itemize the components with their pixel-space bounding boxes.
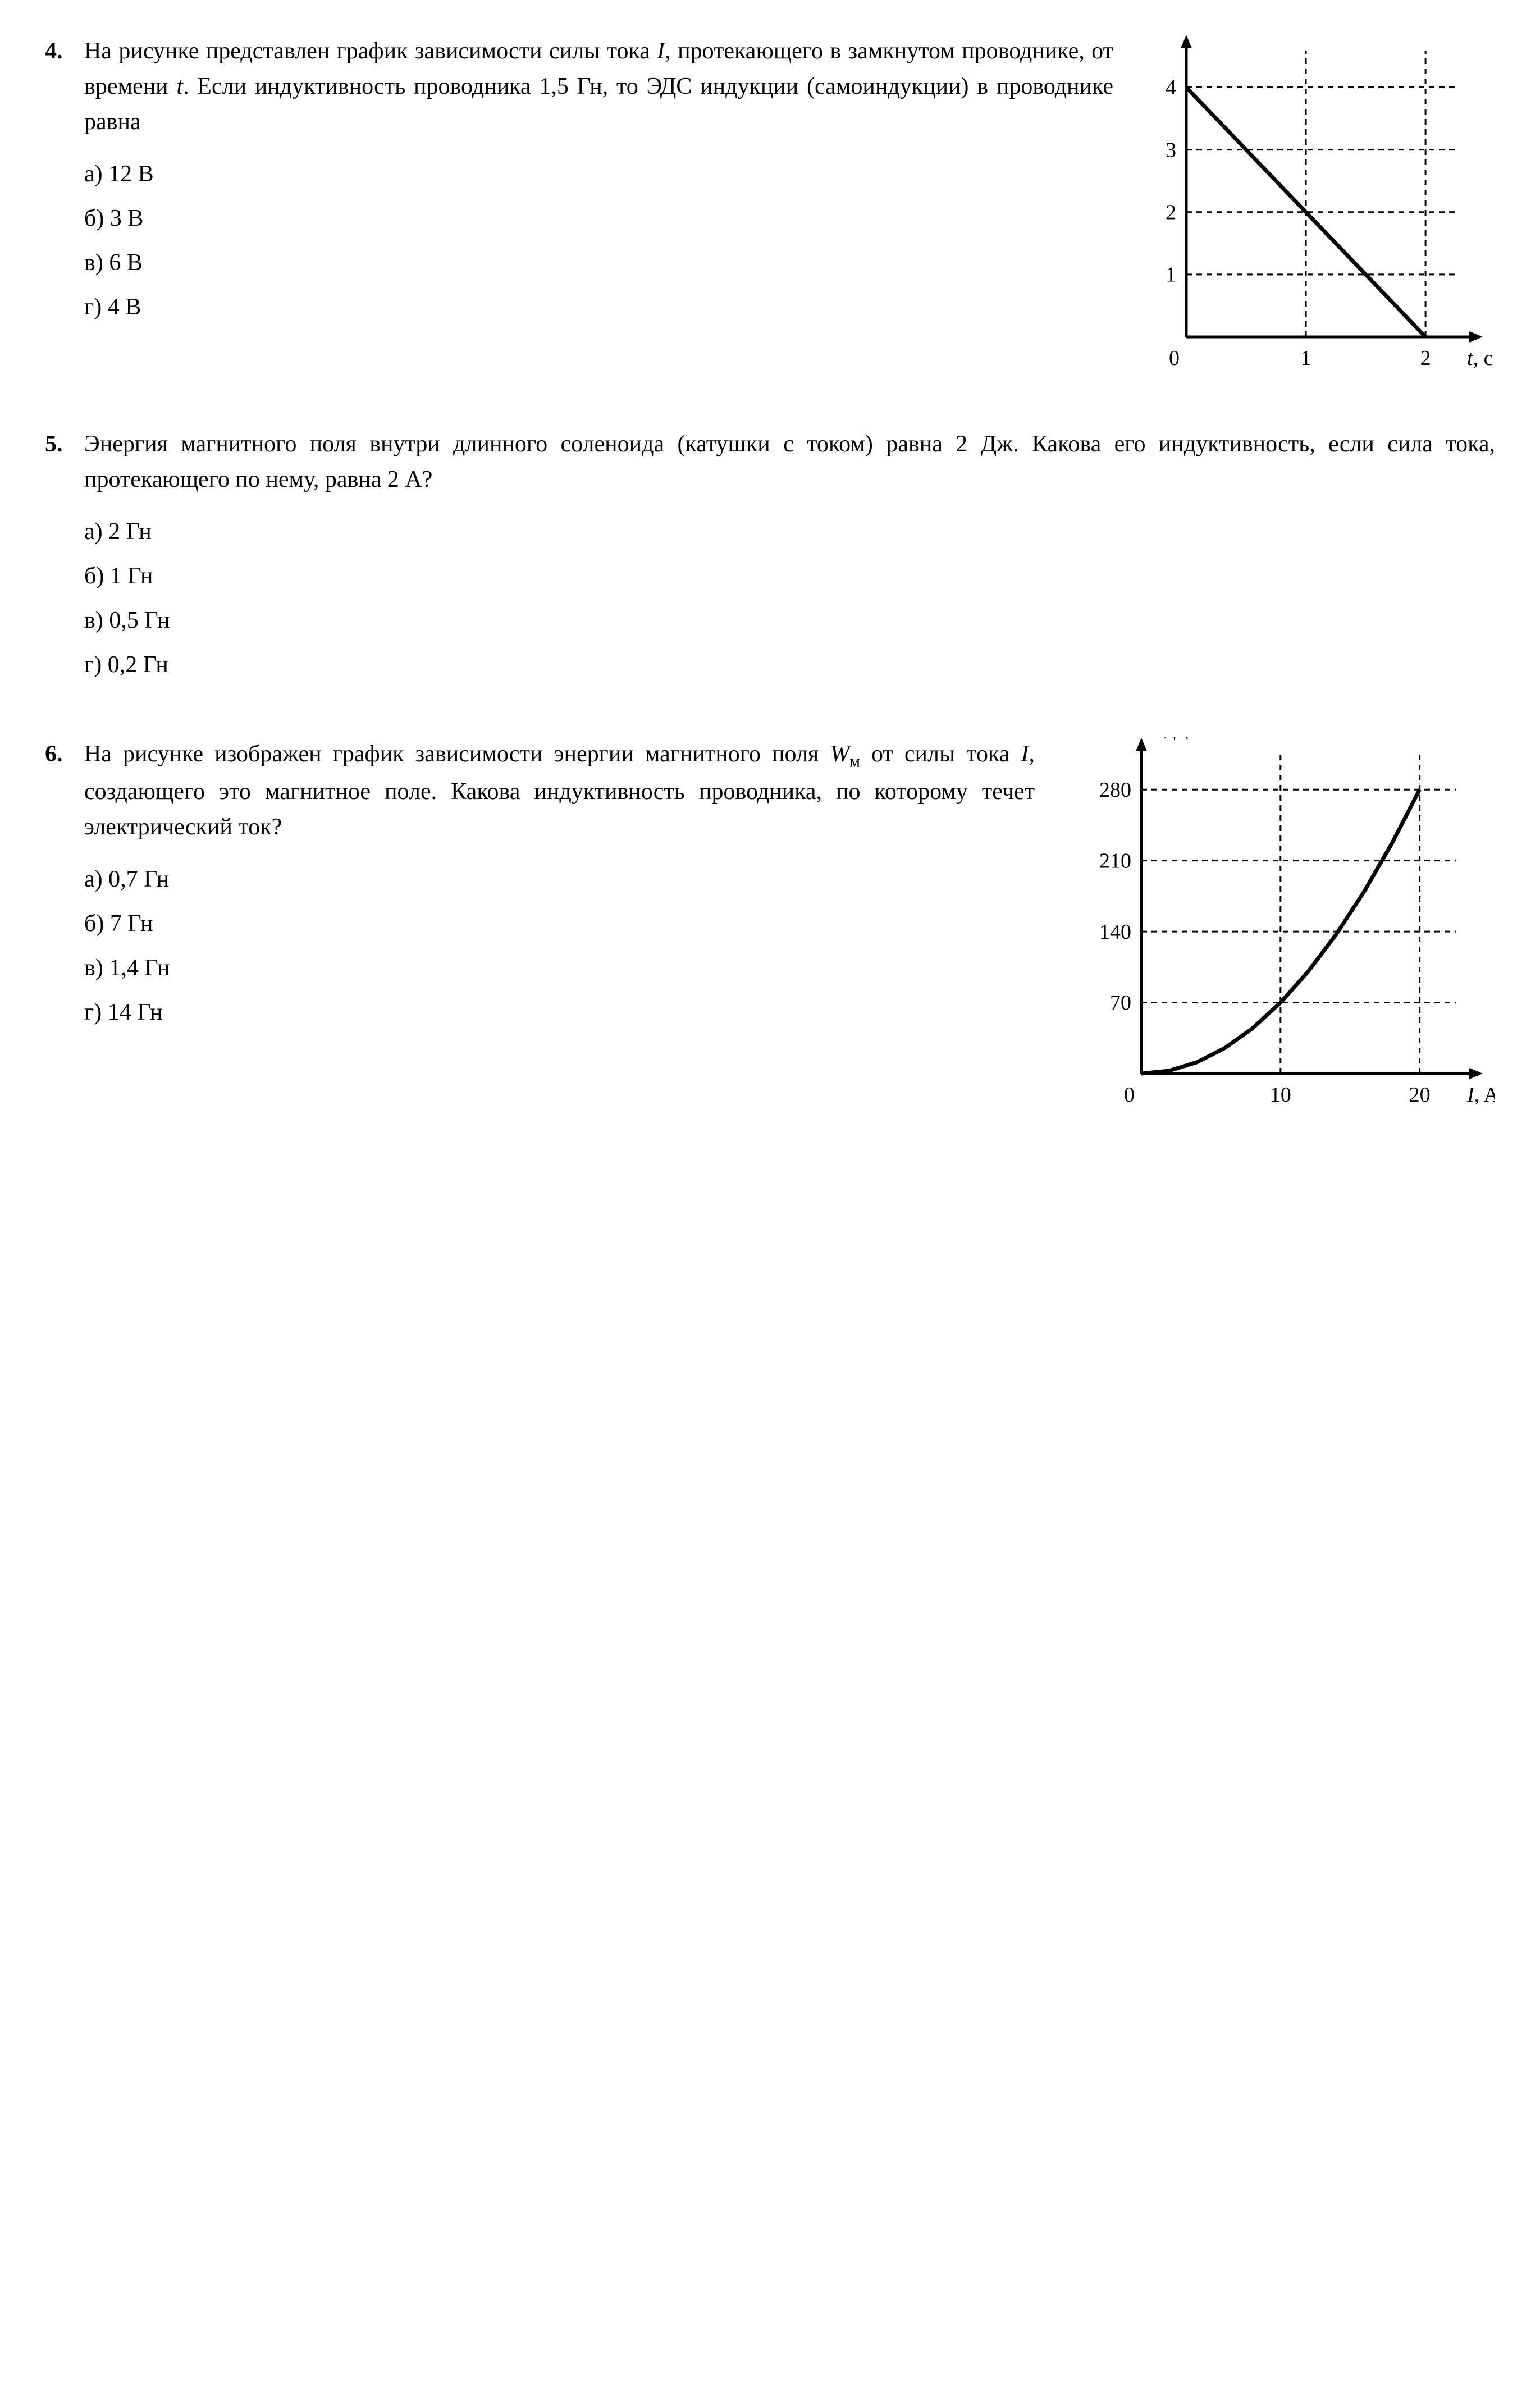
options-list: а) 2 Гн б) 1 Гн в) 0,5 Гн г) 0,2 Гн xyxy=(84,514,1495,683)
svg-text:Wм, Дж: Wм, Дж xyxy=(1136,737,1203,741)
option-a: а) 2 Гн xyxy=(84,514,1495,550)
option-b: б) 7 Гн xyxy=(84,906,1035,942)
svg-text:10: 10 xyxy=(1270,1083,1291,1107)
chart-6: 0 10 20 70 140 210 280 Wм, Дж I, A xyxy=(1057,737,1495,1118)
option-a: а) 0,7 Гн xyxy=(84,862,1035,897)
option-d: г) 14 Гн xyxy=(84,995,1035,1030)
problem-text: На рисунке представлен график зависимост… xyxy=(84,34,1113,334)
problem-4: 4. На рисунке представлен график зависим… xyxy=(45,34,1495,382)
svg-text:20: 20 xyxy=(1409,1083,1431,1107)
option-c: в) 1,4 Гн xyxy=(84,951,1035,986)
svg-text:210: 210 xyxy=(1099,849,1131,873)
text-part: На рисунке представлен график зависимост… xyxy=(84,38,657,64)
option-a: а) 12 В xyxy=(84,157,1113,192)
text-part: от силы тока xyxy=(860,741,1021,767)
problem-6: 6. На рисунке изображен график зависимос… xyxy=(45,737,1495,1118)
svg-text:140: 140 xyxy=(1099,920,1131,944)
var-W: W xyxy=(830,741,849,767)
options-list: а) 12 В б) 3 В в) 6 В г) 4 В xyxy=(84,157,1113,325)
problem-content-row: На рисунке изображен график зависимости … xyxy=(84,737,1495,1118)
var-I: I xyxy=(657,38,665,64)
svg-text:280: 280 xyxy=(1099,778,1131,802)
chart-4: 0121234I, At, c xyxy=(1136,34,1495,382)
problem-number: 6. xyxy=(45,737,84,772)
option-b: б) 3 В xyxy=(84,201,1113,236)
var-t: t xyxy=(176,74,183,99)
problem-body: На рисунке изображен график зависимости … xyxy=(84,737,1495,1118)
svg-text:I, A: I, A xyxy=(1466,1083,1495,1107)
svg-text:70: 70 xyxy=(1110,991,1131,1015)
text-part: На рисунке изображен график зависимости … xyxy=(84,741,830,767)
var-I: I xyxy=(1021,741,1029,767)
svg-text:3: 3 xyxy=(1166,138,1176,162)
text-part: . Если индуктивность проводника 1,5 Гн, … xyxy=(84,74,1113,135)
option-c: в) 0,5 Гн xyxy=(84,603,1495,638)
problem-body: На рисунке представлен график зависимост… xyxy=(84,34,1495,382)
option-d: г) 4 В xyxy=(84,290,1113,325)
options-list: а) 0,7 Гн б) 7 Гн в) 1,4 Гн г) 14 Гн xyxy=(84,862,1035,1030)
problem-number: 4. xyxy=(45,34,84,69)
svg-text:0: 0 xyxy=(1169,346,1180,370)
problem-content-row: На рисунке представлен график зависимост… xyxy=(84,34,1495,382)
svg-text:t, c: t, c xyxy=(1467,346,1493,370)
svg-text:4: 4 xyxy=(1166,76,1176,99)
svg-text:1: 1 xyxy=(1301,346,1311,370)
problem-text: Энергия магнитного поля внутри длинного … xyxy=(84,427,1495,497)
svg-text:0: 0 xyxy=(1124,1083,1135,1107)
svg-text:2: 2 xyxy=(1166,200,1176,224)
option-c: в) 6 В xyxy=(84,245,1113,281)
svg-text:1: 1 xyxy=(1166,263,1176,287)
svg-text:2: 2 xyxy=(1420,346,1431,370)
sub-m: м xyxy=(849,752,860,770)
problem-body: Энергия магнитного поля внутри длинного … xyxy=(84,427,1495,692)
option-b: б) 1 Гн xyxy=(84,559,1495,594)
problem-number: 5. xyxy=(45,427,84,462)
option-d: г) 0,2 Гн xyxy=(84,647,1495,683)
problem-5: 5. Энергия магнитного поля внутри длинно… xyxy=(45,427,1495,692)
problem-text: На рисунке изображен график зависимости … xyxy=(84,737,1035,1039)
